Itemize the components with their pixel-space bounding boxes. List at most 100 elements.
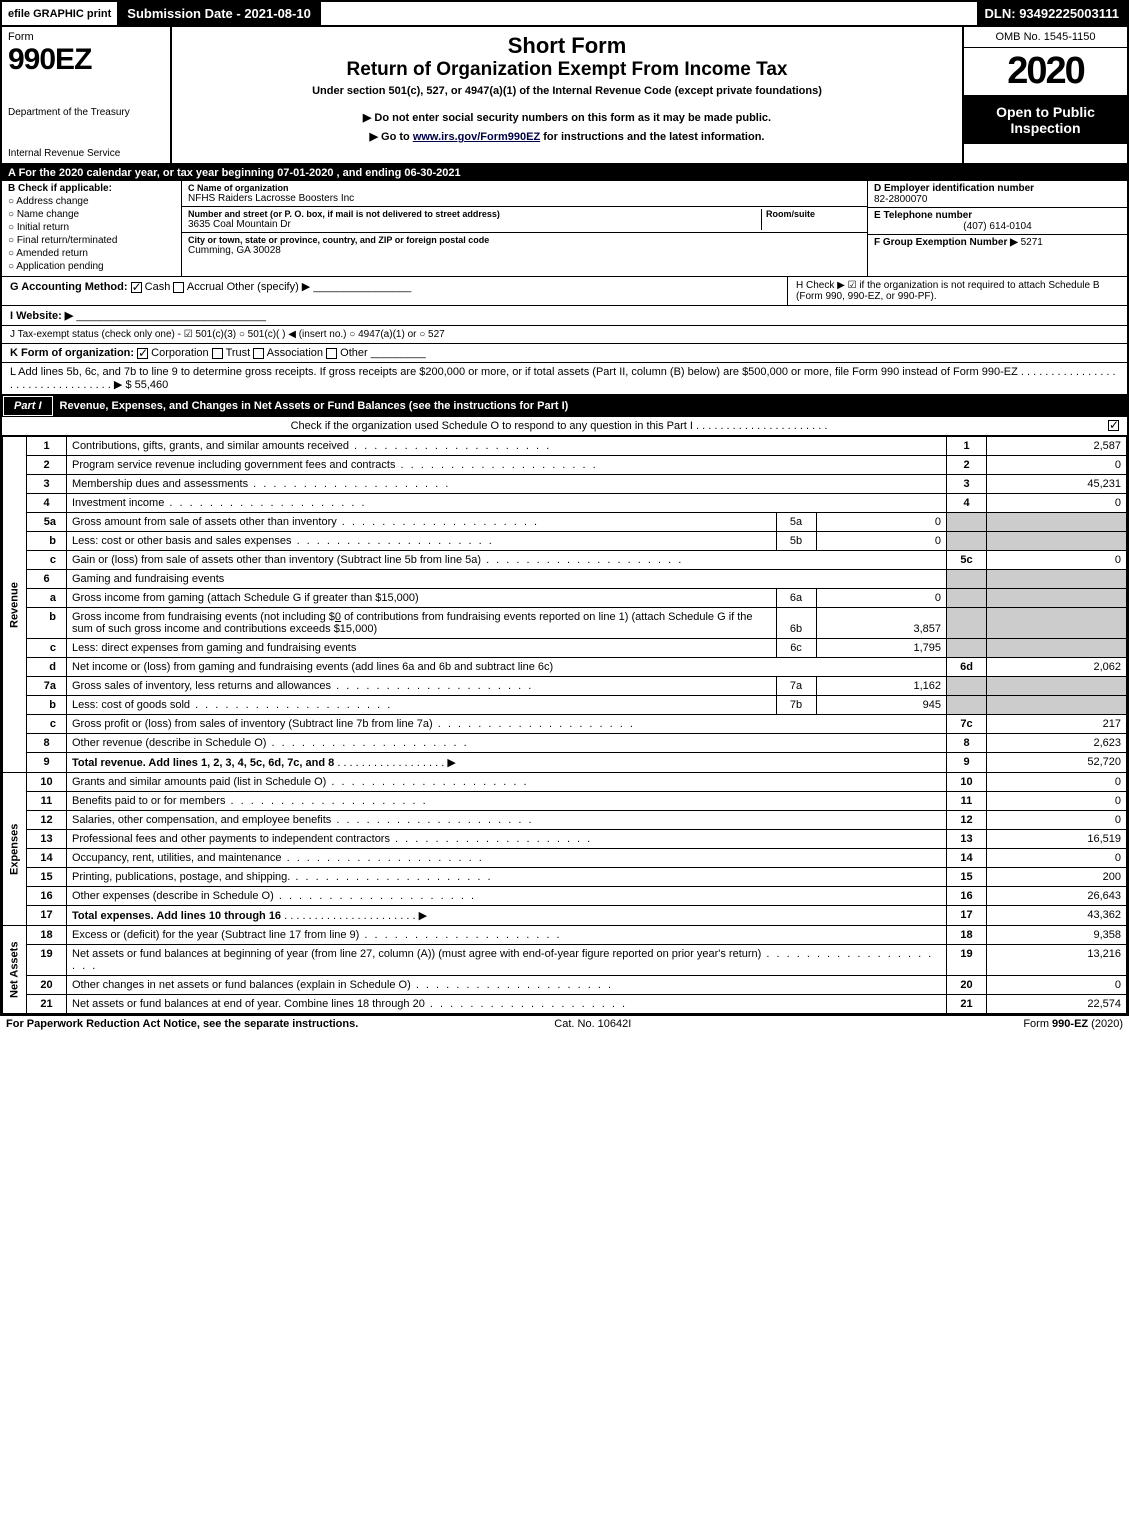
l6b-sub: 6b: [776, 608, 816, 638]
footer-mid: Cat. No. 10642I: [554, 1018, 631, 1030]
l5b-sv: 0: [816, 532, 946, 550]
section-a: A For the 2020 calendar year, or tax yea…: [2, 165, 1127, 181]
chk-corp[interactable]: [137, 348, 148, 359]
chk-schedule-o[interactable]: [1108, 420, 1119, 431]
l5a-grey2: [987, 513, 1127, 532]
l16-ln: 16: [947, 887, 987, 906]
l7b-no: b: [27, 696, 67, 715]
row-k: K Form of organization: Corporation Trus…: [2, 344, 1127, 363]
l6-desc: Gaming and fundraising events: [67, 570, 947, 589]
chk-final-return[interactable]: Final return/terminated: [8, 235, 175, 246]
header-right: OMB No. 1545-1150 2020 Open to Public In…: [962, 27, 1127, 163]
irs-link[interactable]: www.irs.gov/Form990EZ: [413, 131, 540, 143]
street-address: 3635 Coal Mountain Dr: [188, 219, 761, 230]
chk-application-pending[interactable]: Application pending: [8, 261, 175, 272]
chk-initial-return[interactable]: Initial return: [8, 222, 175, 233]
l6c-desc: Less: direct expenses from gaming and fu…: [67, 639, 776, 657]
part1-header: Part I Revenue, Expenses, and Changes in…: [2, 395, 1127, 417]
l8-no: 8: [27, 734, 67, 753]
chk-name-change[interactable]: Name change: [8, 209, 175, 220]
l6a-desc: Gross income from gaming (attach Schedul…: [67, 589, 776, 607]
row-l: L Add lines 5b, 6c, and 7b to line 9 to …: [2, 363, 1127, 395]
l21-desc: Net assets or fund balances at end of ye…: [67, 995, 947, 1014]
l14-amt: 0: [987, 849, 1127, 868]
l16-desc: Other expenses (describe in Schedule O): [67, 887, 947, 906]
l19-no: 19: [27, 945, 67, 976]
l20-amt: 0: [987, 976, 1127, 995]
form-header: Form 990EZ Department of the Treasury In…: [2, 27, 1127, 165]
l6d-ln: 6d: [947, 658, 987, 677]
info-block: B Check if applicable: Address change Na…: [2, 181, 1127, 277]
footer-left: For Paperwork Reduction Act Notice, see …: [6, 1018, 358, 1030]
l7c-amt: 217: [987, 715, 1127, 734]
dept-treasury: Department of the Treasury: [8, 107, 164, 118]
l18-amt: 9,358: [987, 926, 1127, 945]
submission-date: Submission Date - 2021-08-10: [117, 2, 321, 25]
l2-desc: Program service revenue including govern…: [67, 456, 947, 475]
l10-desc: Grants and similar amounts paid (list in…: [67, 773, 947, 792]
row-i: I Website: ▶ ___________________________…: [2, 306, 1127, 326]
l7c-ln: 7c: [947, 715, 987, 734]
header-center: Short Form Return of Organization Exempt…: [172, 27, 962, 163]
part1-title: Revenue, Expenses, and Changes in Net As…: [54, 397, 575, 415]
part1-check-text: Check if the organization used Schedule …: [291, 420, 828, 432]
g-other: Other (specify) ▶: [227, 281, 311, 293]
l19-desc: Net assets or fund balances at beginning…: [67, 945, 947, 976]
l20-desc: Other changes in net assets or fund bala…: [67, 976, 947, 995]
l17-no: 17: [27, 906, 67, 926]
chk-trust[interactable]: [212, 348, 223, 359]
chk-other[interactable]: [326, 348, 337, 359]
l3-no: 3: [27, 475, 67, 494]
l13-ln: 13: [947, 830, 987, 849]
chk-assoc[interactable]: [253, 348, 264, 359]
l7a-sub: 7a: [776, 677, 816, 695]
l7a-sv: 1,162: [816, 677, 946, 695]
revenue-label: Revenue: [3, 437, 27, 773]
col-b-header: B Check if applicable:: [8, 183, 175, 194]
l4-ln: 4: [947, 494, 987, 513]
l6c-no: c: [27, 639, 67, 658]
row-g: G Accounting Method: Cash Accrual Other …: [2, 277, 787, 305]
l-text: L Add lines 5b, 6c, and 7b to line 9 to …: [10, 366, 1116, 391]
l6d-no: d: [27, 658, 67, 677]
l14-no: 14: [27, 849, 67, 868]
l19-ln: 19: [947, 945, 987, 976]
chk-amended-return[interactable]: Amended return: [8, 248, 175, 259]
l6-no: 6: [27, 570, 67, 589]
ssn-warning: ▶ Do not enter social security numbers o…: [178, 111, 956, 124]
l11-no: 11: [27, 792, 67, 811]
l6a-sv: 0: [816, 589, 946, 607]
chk-accrual[interactable]: [173, 282, 184, 293]
col-c: C Name of organization NFHS Raiders Lacr…: [182, 181, 867, 276]
chk-address-change[interactable]: Address change: [8, 196, 175, 207]
l17-ln: 17: [947, 906, 987, 926]
k-assoc: Association: [267, 347, 323, 359]
open-inspection: Open to Public Inspection: [964, 96, 1127, 144]
l6d-desc: Net income or (loss) from gaming and fun…: [67, 658, 947, 677]
addr-label: Number and street (or P. O. box, if mail…: [188, 209, 761, 219]
header-left: Form 990EZ Department of the Treasury In…: [2, 27, 172, 163]
l5a-grey1: [947, 513, 987, 532]
l6b-sv: 3,857: [816, 608, 946, 638]
chk-cash[interactable]: [131, 282, 142, 293]
title-short-form: Short Form: [178, 33, 956, 59]
l4-amt: 0: [987, 494, 1127, 513]
l1-amt: 2,587: [987, 437, 1127, 456]
netassets-label: Net Assets: [3, 926, 27, 1014]
l5a-sub: 5a: [776, 513, 816, 531]
l18-desc: Excess or (deficit) for the year (Subtra…: [67, 926, 947, 945]
col-b: B Check if applicable: Address change Na…: [2, 181, 182, 276]
l15-ln: 15: [947, 868, 987, 887]
l13-amt: 16,519: [987, 830, 1127, 849]
l17-desc: Total expenses. Add lines 10 through 16 …: [67, 906, 947, 926]
l12-desc: Salaries, other compensation, and employ…: [67, 811, 947, 830]
l7a-desc: Gross sales of inventory, less returns a…: [67, 677, 776, 695]
l7c-desc: Gross profit or (loss) from sales of inv…: [67, 715, 947, 734]
l15-no: 15: [27, 868, 67, 887]
g-label: G Accounting Method:: [10, 281, 128, 293]
row-j: J Tax-exempt status (check only one) - ☑…: [2, 326, 1127, 344]
l12-no: 12: [27, 811, 67, 830]
l21-amt: 22,574: [987, 995, 1127, 1014]
link-pre: ▶ Go to: [370, 131, 413, 143]
l9-no: 9: [27, 753, 67, 773]
